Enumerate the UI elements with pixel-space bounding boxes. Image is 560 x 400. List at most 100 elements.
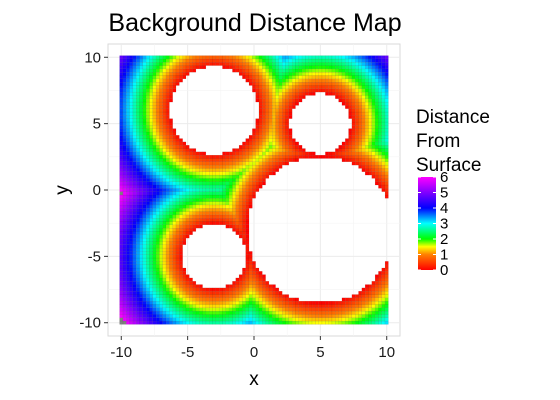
heat-cell: [142, 297, 147, 302]
heat-cell: [371, 281, 376, 285]
heat-cell: [119, 108, 124, 113]
heat-cell: [282, 65, 286, 70]
heat-cell: [159, 320, 163, 325]
heat-cell: [132, 277, 137, 282]
heat-cell: [341, 75, 346, 80]
heat-cell: [149, 204, 153, 209]
heat-cell: [185, 297, 190, 302]
heat-cell: [384, 105, 389, 109]
heat-cell: [182, 62, 187, 66]
heat-cell: [235, 168, 240, 172]
heat-cell: [142, 98, 147, 103]
heat-cell: [136, 247, 140, 252]
heat-cell: [122, 128, 127, 133]
heat-cell: [242, 58, 246, 63]
heat-cell: [139, 131, 144, 136]
heat-cell: [159, 271, 163, 275]
heat-cell: [228, 304, 233, 308]
heat-cell: [119, 267, 124, 272]
heat-cell: [182, 300, 187, 305]
heat-cell: [338, 88, 343, 93]
heat-cell: [159, 208, 163, 212]
heat-cell: [139, 227, 144, 232]
heat-cell: [145, 310, 150, 315]
heat-cell: [255, 91, 260, 96]
heat-cell: [175, 154, 180, 159]
heat-cell: [242, 164, 246, 169]
heat-cell: [165, 115, 170, 119]
heat-cell: [218, 294, 223, 299]
heat-cell: [361, 88, 366, 93]
heat-cell: [272, 294, 276, 299]
heat-cell: [169, 204, 173, 209]
heat-cell: [169, 118, 173, 123]
heat-cell: [149, 241, 153, 245]
heat-cell: [192, 211, 197, 216]
heat-cell: [139, 221, 144, 226]
heat-cell: [245, 267, 250, 272]
heat-cell: [235, 181, 240, 186]
heat-cell: [238, 184, 243, 189]
heat-cell: [378, 108, 382, 113]
heat-cell: [315, 68, 319, 73]
heat-cell: [169, 267, 173, 272]
heat-cell: [242, 317, 246, 322]
heat-cell: [132, 201, 137, 206]
heat-cell: [119, 304, 124, 308]
heat-cell: [295, 151, 299, 156]
heat-cell: [122, 184, 127, 189]
heat-cell: [179, 254, 183, 259]
heat-cell: [139, 291, 144, 295]
heat-cell: [129, 300, 134, 305]
heat-cell: [232, 191, 236, 196]
heat-cell: [358, 158, 363, 162]
heat-cell: [119, 85, 124, 89]
heat-cell: [338, 85, 343, 89]
heat-cell: [325, 91, 329, 96]
heat-cell: [126, 105, 130, 109]
heat-cell: [268, 118, 273, 123]
heat-cell: [275, 55, 280, 60]
heat-cell: [258, 161, 263, 166]
heat-cell: [129, 101, 134, 106]
heat-cell: [192, 281, 197, 285]
heat-cell: [381, 178, 386, 182]
heat-cell: [119, 164, 124, 169]
heat-cell: [364, 81, 369, 86]
heat-cell: [182, 154, 187, 159]
heat-cell: [225, 154, 230, 159]
heat-cell: [368, 85, 372, 89]
heat-cell: [368, 138, 372, 143]
heat-cell: [122, 247, 127, 252]
heat-cell: [172, 244, 177, 249]
heat-cell: [328, 55, 333, 60]
heat-cell: [258, 145, 263, 149]
heat-cell: [298, 314, 303, 318]
heat-cell: [384, 98, 389, 103]
heat-cell: [152, 75, 157, 80]
heat-cell: [215, 320, 220, 325]
heat-cell: [189, 188, 193, 192]
heat-cell: [248, 271, 253, 275]
heat-cell: [285, 294, 290, 299]
heat-cell: [129, 118, 134, 123]
heat-cell: [195, 174, 200, 179]
heat-cell: [252, 131, 256, 136]
heat-cell: [132, 211, 137, 216]
heat-cell: [155, 125, 160, 129]
heat-cell: [248, 198, 253, 202]
heat-cell: [212, 208, 217, 212]
heat-cell: [129, 135, 134, 139]
heat-cell: [288, 320, 293, 325]
heat-cell: [209, 214, 213, 219]
heat-cell: [364, 138, 369, 143]
heat-cell: [298, 145, 303, 149]
heat-cell: [278, 297, 283, 302]
heat-cell: [119, 291, 124, 295]
heat-cell: [338, 78, 343, 83]
heat-cell: [331, 78, 336, 83]
heat-cell: [172, 211, 177, 216]
heat-cell: [278, 151, 283, 156]
heat-cell: [275, 135, 280, 139]
